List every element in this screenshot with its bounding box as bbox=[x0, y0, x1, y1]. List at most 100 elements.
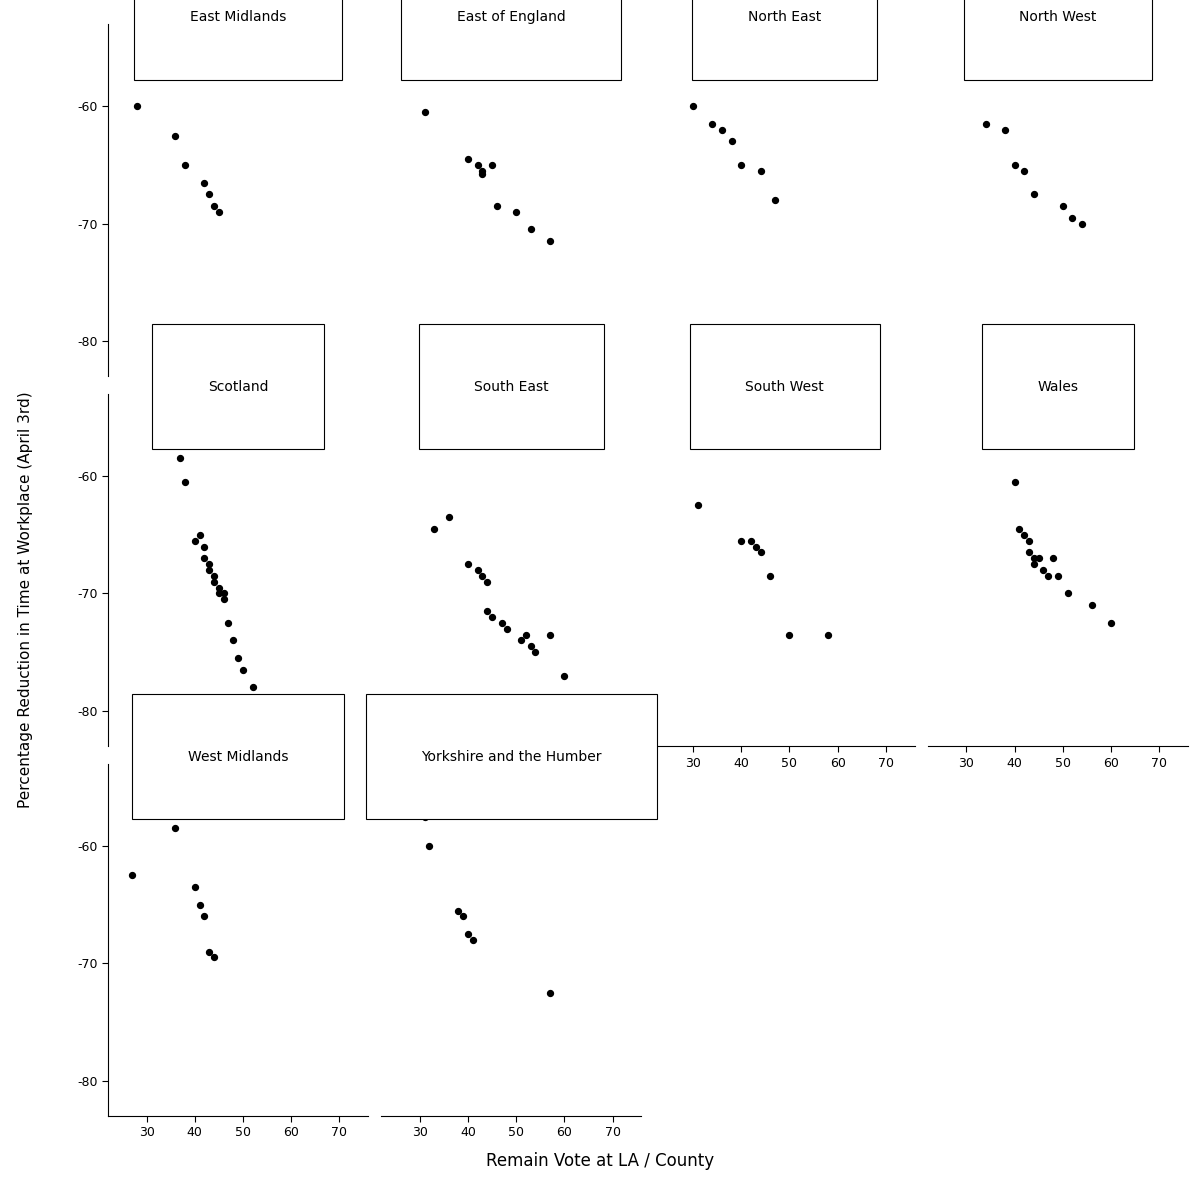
Point bbox=[282, 701, 301, 720]
Point bbox=[199, 942, 218, 961]
Point bbox=[1102, 613, 1121, 632]
Point bbox=[258, 707, 277, 726]
Point bbox=[732, 532, 751, 551]
Point bbox=[521, 220, 540, 239]
Point bbox=[780, 625, 799, 644]
Point bbox=[209, 203, 228, 222]
Point bbox=[540, 983, 559, 1002]
Point bbox=[1014, 161, 1033, 180]
Title: South East: South East bbox=[474, 380, 548, 394]
Point bbox=[122, 865, 142, 884]
Point bbox=[492, 613, 511, 632]
Point bbox=[194, 536, 214, 556]
Point bbox=[713, 120, 732, 139]
Point bbox=[228, 648, 247, 667]
Point bbox=[1024, 548, 1043, 568]
Point bbox=[223, 631, 242, 650]
Point bbox=[194, 173, 214, 192]
Title: North West: North West bbox=[1019, 10, 1097, 24]
Point bbox=[410, 796, 430, 815]
Point bbox=[732, 155, 751, 174]
Point bbox=[1024, 554, 1043, 574]
Point bbox=[468, 560, 487, 580]
Point bbox=[990, 425, 1009, 444]
Point bbox=[415, 102, 434, 121]
Point bbox=[209, 578, 228, 598]
Text: Percentage Reduction in Time at Workplace (April 3rd): Percentage Reduction in Time at Workplac… bbox=[18, 391, 34, 809]
Point bbox=[463, 930, 482, 949]
Text: Remain Vote at LA / County: Remain Vote at LA / County bbox=[486, 1152, 714, 1170]
Point bbox=[194, 907, 214, 926]
Point bbox=[751, 542, 770, 562]
Point bbox=[170, 449, 190, 468]
Point bbox=[454, 907, 473, 926]
Point bbox=[482, 607, 502, 626]
Point bbox=[742, 532, 761, 551]
Point bbox=[1034, 560, 1054, 580]
Point bbox=[190, 895, 209, 914]
Point bbox=[233, 660, 252, 679]
Point bbox=[458, 150, 478, 169]
Point bbox=[746, 536, 766, 556]
Point bbox=[204, 572, 223, 592]
Point bbox=[478, 601, 497, 620]
Point bbox=[976, 114, 995, 133]
Point bbox=[1039, 566, 1058, 586]
Point bbox=[554, 666, 574, 685]
Point bbox=[127, 96, 146, 115]
Point bbox=[415, 806, 434, 826]
Point bbox=[1030, 548, 1049, 568]
Point bbox=[540, 232, 559, 251]
Title: East Midlands: East Midlands bbox=[190, 10, 287, 24]
Point bbox=[214, 589, 233, 608]
Point bbox=[478, 572, 497, 592]
Point bbox=[214, 584, 233, 604]
Point bbox=[175, 473, 194, 492]
Point bbox=[166, 818, 185, 838]
Title: South West: South West bbox=[745, 380, 824, 394]
Point bbox=[487, 197, 506, 216]
Point bbox=[526, 642, 545, 661]
Point bbox=[1019, 532, 1038, 551]
Point bbox=[1004, 155, 1024, 174]
Point bbox=[199, 185, 218, 204]
Point bbox=[242, 678, 262, 697]
Point bbox=[458, 554, 478, 574]
Point bbox=[1058, 584, 1078, 604]
Point bbox=[703, 114, 722, 133]
Point bbox=[218, 613, 238, 632]
Point bbox=[194, 548, 214, 568]
Point bbox=[689, 496, 708, 515]
Point bbox=[204, 566, 223, 586]
Point bbox=[1082, 595, 1102, 614]
Point bbox=[1004, 473, 1024, 492]
Point bbox=[473, 164, 492, 184]
Title: West Midlands: West Midlands bbox=[188, 750, 288, 763]
Point bbox=[468, 155, 487, 174]
Point bbox=[482, 155, 502, 174]
Point bbox=[1063, 208, 1082, 227]
Point bbox=[1009, 520, 1028, 539]
Point bbox=[209, 584, 228, 604]
Point bbox=[497, 619, 516, 638]
Point bbox=[516, 625, 535, 644]
Point bbox=[1044, 548, 1063, 568]
Title: East of England: East of England bbox=[457, 10, 565, 24]
Title: North East: North East bbox=[748, 10, 821, 24]
Point bbox=[684, 96, 703, 115]
Point bbox=[995, 120, 1014, 139]
Point bbox=[473, 161, 492, 180]
Title: Scotland: Scotland bbox=[208, 380, 269, 394]
Point bbox=[761, 566, 780, 586]
Point bbox=[511, 631, 530, 650]
Point bbox=[439, 508, 458, 527]
Point bbox=[185, 877, 204, 896]
Point bbox=[425, 520, 444, 539]
Point bbox=[1024, 185, 1043, 204]
Point bbox=[185, 532, 204, 551]
Point bbox=[506, 203, 526, 222]
Point bbox=[1073, 214, 1092, 233]
Title: Yorkshire and the Humber: Yorkshire and the Humber bbox=[421, 750, 601, 763]
Title: Wales: Wales bbox=[1037, 380, 1079, 394]
Point bbox=[818, 625, 838, 644]
